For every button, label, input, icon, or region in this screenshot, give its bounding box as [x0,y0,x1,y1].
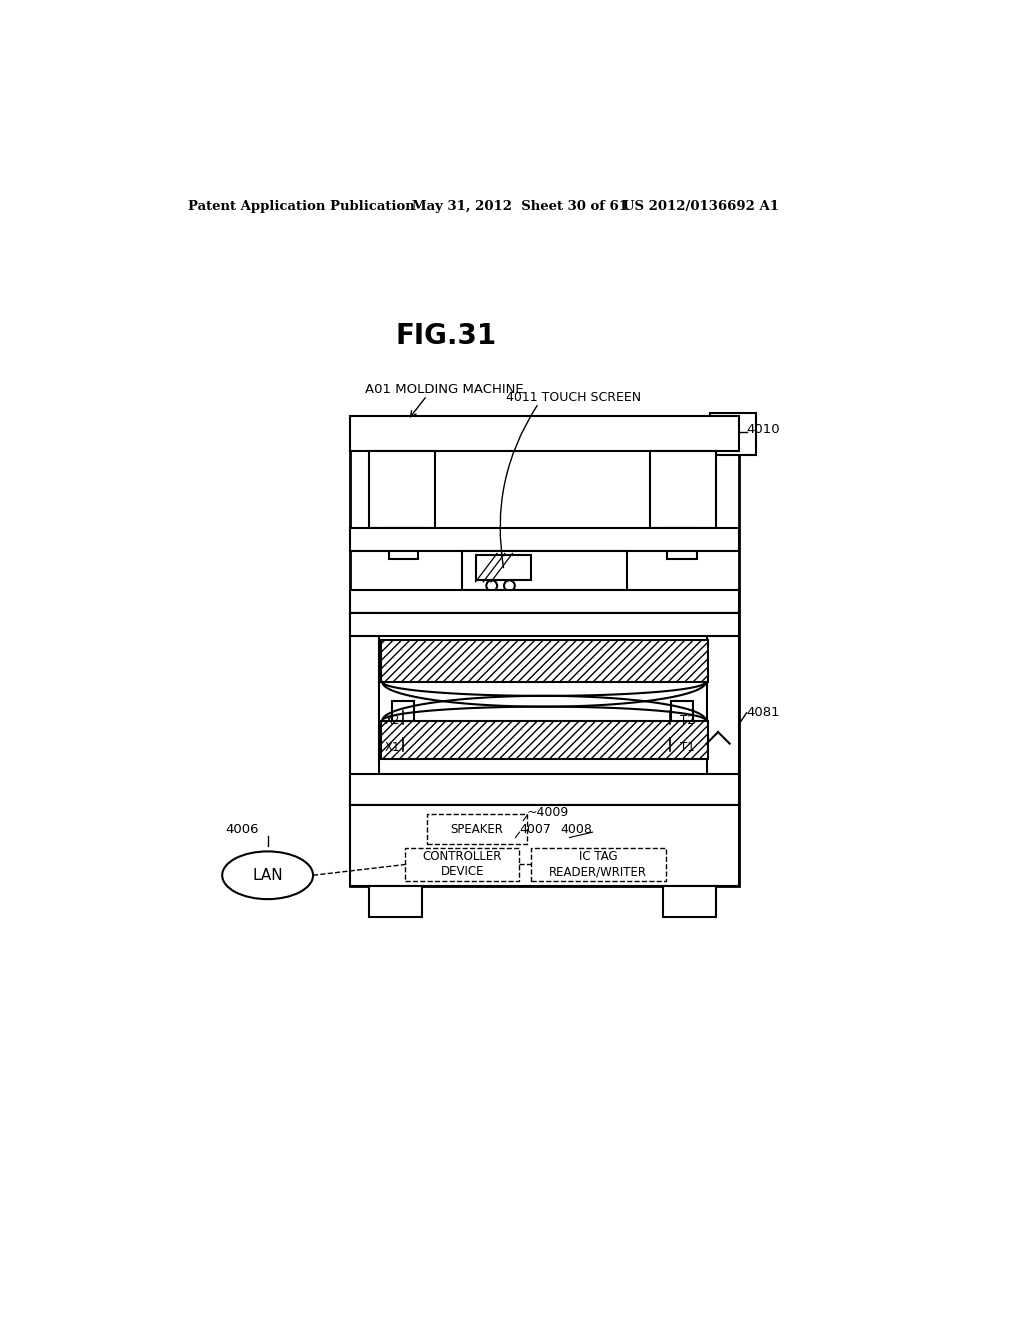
Text: 4007: 4007 [519,824,551,837]
Text: T2: T2 [680,714,694,727]
Text: SPEAKER: SPEAKER [451,822,504,836]
Text: A01 MOLDING MACHINE: A01 MOLDING MACHINE [366,383,524,396]
Text: US 2012/0136692 A1: US 2012/0136692 A1 [624,199,779,213]
Bar [350,805,739,886]
Bar [475,554,531,581]
Text: T1: T1 [680,741,694,754]
Bar [350,416,739,886]
Text: May 31, 2012  Sheet 30 of 61: May 31, 2012 Sheet 30 of 61 [412,199,628,213]
Ellipse shape [222,851,313,899]
Bar [388,528,418,558]
Text: X1: X1 [385,741,400,754]
Bar [650,451,716,528]
Bar [671,701,692,721]
Bar [668,528,696,558]
Bar [370,886,422,917]
Bar [462,552,628,590]
Text: CONTROLLER
DEVICE: CONTROLLER DEVICE [423,850,502,879]
Text: LAN: LAN [252,867,283,883]
Bar [350,416,739,451]
Circle shape [504,581,515,591]
Text: 4010: 4010 [746,422,780,436]
Text: Patent Application Publication: Patent Application Publication [188,199,415,213]
Text: 4008: 4008 [560,824,592,837]
Text: X2: X2 [385,714,400,727]
Text: 4011 TOUCH SCREEN: 4011 TOUCH SCREEN [506,391,641,404]
Bar [707,612,739,805]
Bar [392,701,414,721]
Circle shape [486,581,497,591]
Bar [427,814,527,843]
Bar [350,528,739,552]
Text: 4006: 4006 [225,824,259,837]
Text: ~4009: ~4009 [527,807,569,820]
Text: FIG.31: FIG.31 [395,322,497,350]
Bar [710,413,756,455]
Text: 4081: 4081 [746,706,780,719]
Bar [350,775,739,805]
Text: IC TAG
READER/WRITER: IC TAG READER/WRITER [549,850,647,879]
Bar [381,640,708,682]
Bar [406,849,519,880]
Bar [370,451,435,528]
Bar [381,721,708,759]
Bar [350,590,739,612]
Bar [350,612,379,805]
Bar [664,886,716,917]
Bar [350,612,739,636]
Bar [531,849,666,880]
